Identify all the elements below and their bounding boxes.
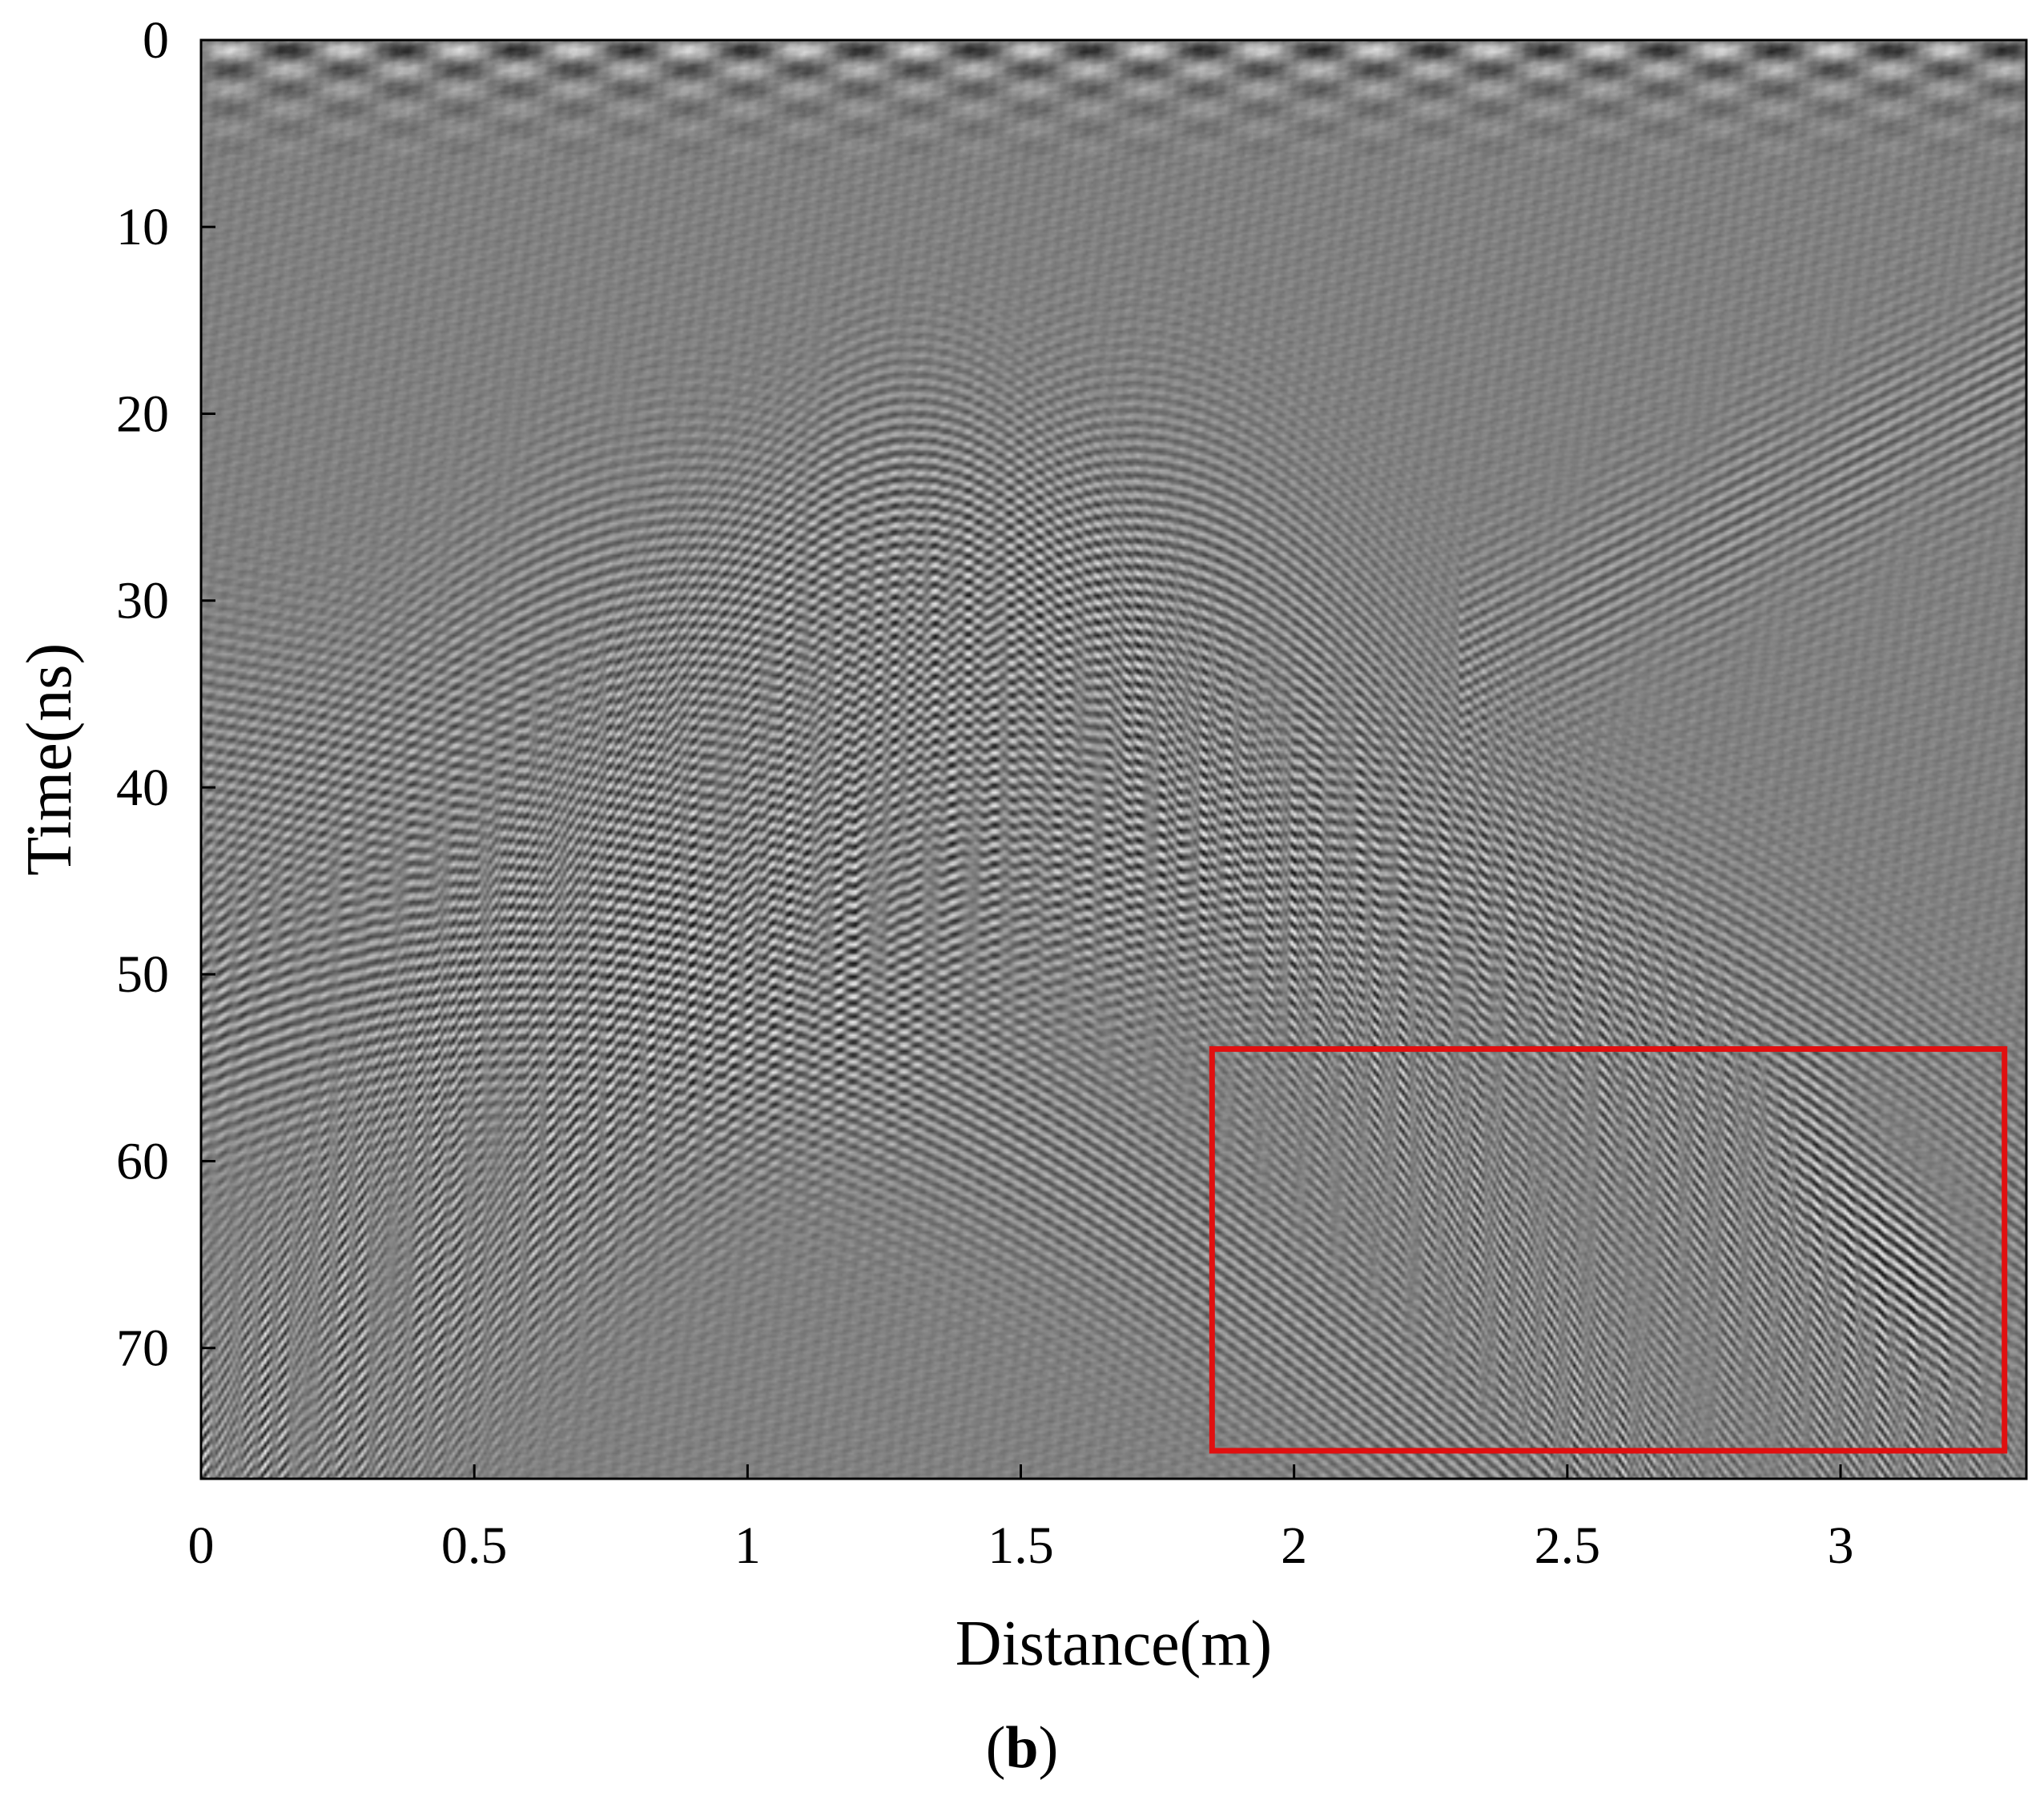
highlight-box xyxy=(1209,1046,2008,1454)
y-tick-label: 20 xyxy=(116,385,169,443)
x-tick-label: 0.5 xyxy=(441,1516,508,1575)
panel-label-close: ) xyxy=(1038,1715,1059,1781)
x-tick-label: 2 xyxy=(1281,1516,1307,1575)
x-tick-label: 1 xyxy=(734,1516,761,1575)
x-axis-title: Distance(m) xyxy=(956,1609,1272,1679)
y-axis-title: Time(ns) xyxy=(14,643,85,876)
x-axis-ticks: 0 0.5 1 1.5 2 2.5 3 xyxy=(188,1464,1854,1575)
y-tick-label: 10 xyxy=(116,198,169,256)
y-tick-label: 70 xyxy=(116,1319,169,1378)
highlight-box-layer xyxy=(1209,1046,2008,1454)
y-tick-label: 30 xyxy=(116,572,169,630)
y-axis-ticks: 0 10 20 30 40 50 60 70 xyxy=(116,11,215,1378)
y-tick-label: 40 xyxy=(116,759,169,817)
x-tick-label: 0 xyxy=(188,1516,215,1575)
x-tick-label: 3 xyxy=(1828,1516,1854,1575)
y-tick-label: 50 xyxy=(116,945,169,1004)
panel-label: (b) xyxy=(0,1714,2044,1782)
radargram-image xyxy=(201,40,2026,1479)
panel-label-letter: b xyxy=(1005,1715,1039,1781)
x-tick-label: 1.5 xyxy=(988,1516,1054,1575)
plot-frame xyxy=(199,38,2028,1480)
panel-label-open: ( xyxy=(985,1715,1006,1781)
x-tick-label: 2.5 xyxy=(1535,1516,1601,1575)
y-tick-label: 60 xyxy=(116,1132,169,1190)
y-tick-label: 0 xyxy=(143,11,169,70)
